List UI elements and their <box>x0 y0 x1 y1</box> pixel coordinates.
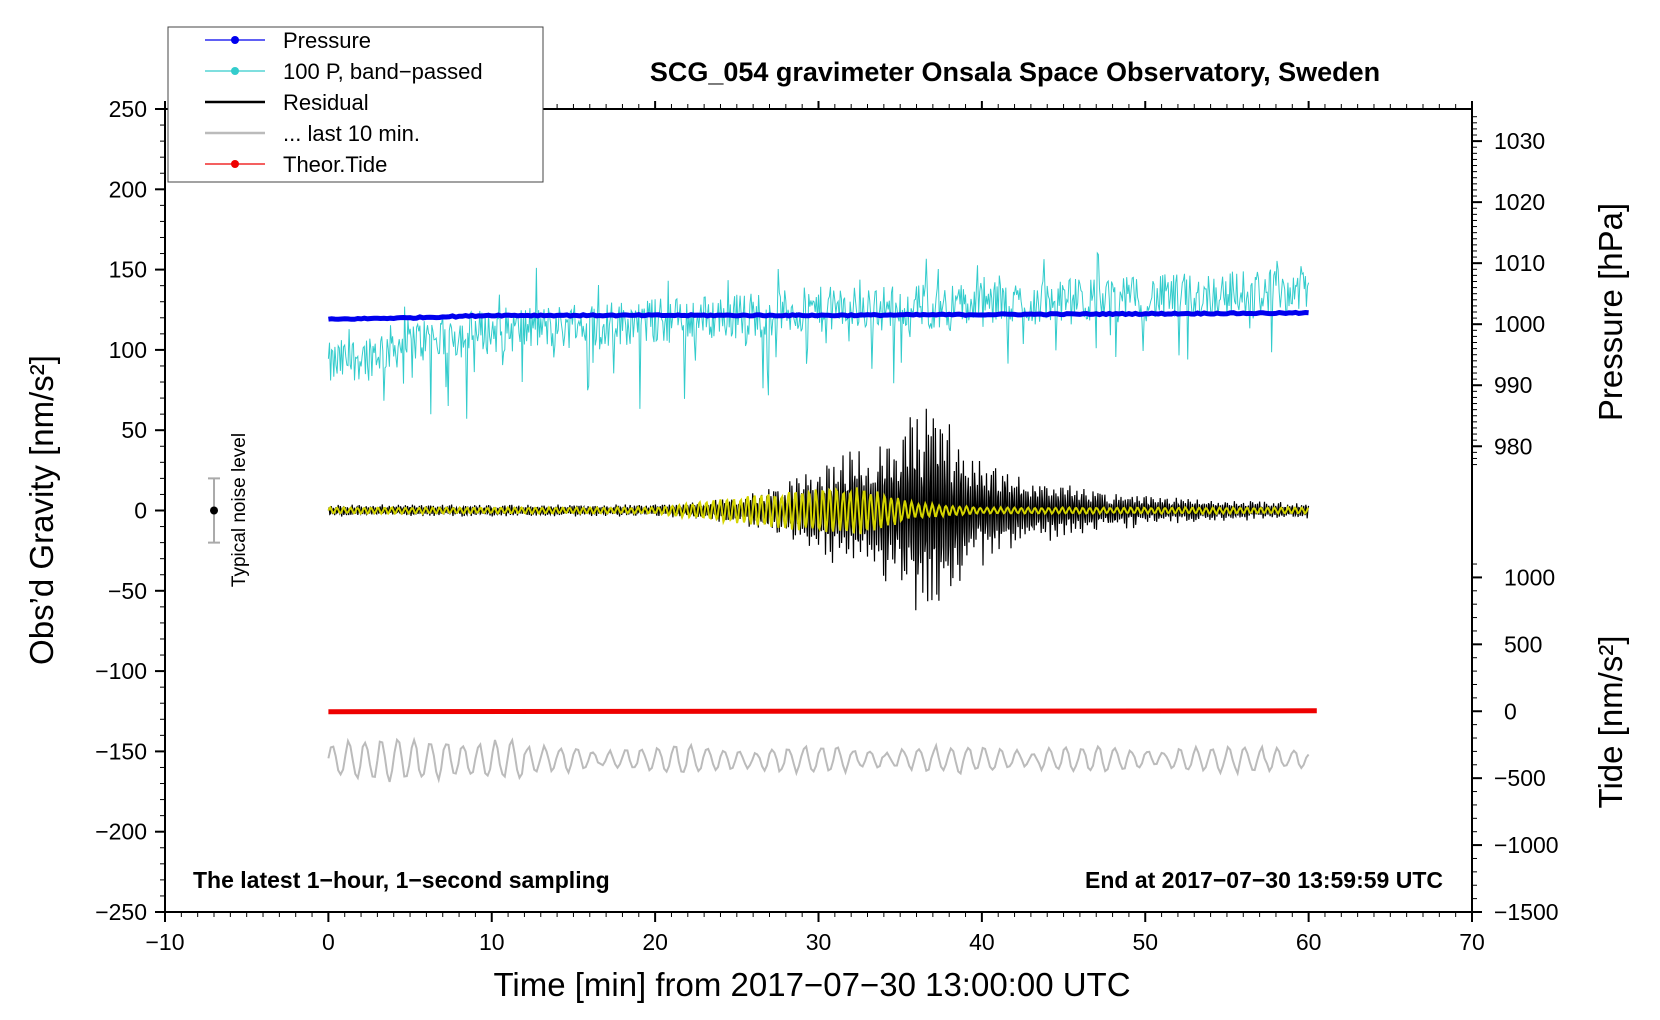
x-tick-label: −10 <box>145 929 184 955</box>
x-tick-label: 0 <box>322 929 335 955</box>
left-tick-label: 0 <box>134 498 147 524</box>
y-axis-label-left: Obs’d Gravity [nm/s²] <box>23 355 60 665</box>
pressure-tick-label: 1000 <box>1494 311 1545 337</box>
left-tick-label: −100 <box>95 658 147 684</box>
left-tick-label: 100 <box>109 337 147 363</box>
tide-axis-ticks: 1000 500 0 −500 −1000 −1500 <box>1472 563 1559 925</box>
legend-swatch-marker <box>231 160 239 168</box>
x-axis-ticks: −10 0 10 20 30 40 50 60 70 <box>145 101 1485 955</box>
left-tick-label: 50 <box>121 417 147 443</box>
left-axis-ticks: 250 200 150 100 50 0 −50 −100 −150 −200 −250 <box>95 96 165 925</box>
series-last-10-min <box>327 736 1310 784</box>
sampling-note: The latest 1−hour, 1−second sampling <box>193 867 610 893</box>
x-tick-label: 10 <box>479 929 505 955</box>
tide-tick-label: −1000 <box>1494 832 1559 858</box>
legend-label: Theor.Tide <box>283 152 387 177</box>
legend-box <box>167 26 544 183</box>
legend-label: Residual <box>283 90 369 115</box>
left-tick-label: 250 <box>109 96 147 122</box>
series-theoretical-tide <box>328 708 1317 715</box>
legend-swatch-marker <box>231 36 239 44</box>
y-axis-label-tide: Tide [nm/s²] <box>1592 636 1629 809</box>
x-tick-label: 40 <box>969 929 995 955</box>
pressure-tick-label: 1020 <box>1494 189 1545 215</box>
tide-tick-label: −1500 <box>1494 899 1559 925</box>
legend-label: ... last 10 min. <box>283 121 420 146</box>
series-residual-filtered <box>327 486 1310 535</box>
tide-tick-label: −500 <box>1494 765 1546 791</box>
legend: Pressure 100 P, band−passed Residual ... la… <box>167 26 544 183</box>
left-tick-label: −150 <box>95 738 147 764</box>
noise-level-label: Typical noise level <box>229 433 250 587</box>
x-tick-label: 60 <box>1296 929 1322 955</box>
left-tick-label: 150 <box>109 257 147 283</box>
series-layer <box>327 251 1317 784</box>
legend-label: Pressure <box>283 28 371 53</box>
series-pressure <box>328 309 1309 322</box>
left-tick-label: 200 <box>109 176 147 202</box>
y-axis-label-pressure: Pressure [hPa] <box>1592 203 1629 421</box>
pressure-tick-label: 990 <box>1494 372 1532 398</box>
noise-bar-center <box>210 506 219 515</box>
left-tick-label: −50 <box>108 578 147 604</box>
pressure-tick-label: 1010 <box>1494 250 1545 276</box>
pressure-axis-ticks: 1030 1020 1010 1000 990 980 <box>1472 116 1545 466</box>
legend-label: 100 P, band−passed <box>283 59 483 84</box>
tide-tick-label: 1000 <box>1504 564 1555 590</box>
pressure-tick-label: 1030 <box>1494 128 1545 154</box>
left-tick-label: −250 <box>95 899 147 925</box>
x-tick-label: 70 <box>1459 929 1485 955</box>
x-tick-label: 50 <box>1132 929 1158 955</box>
left-tick-label: −200 <box>95 819 147 845</box>
x-axis-label: Time [min] from 2017−07−30 13:00:00 UTC <box>493 966 1130 1003</box>
end-time-note: End at 2017−07−30 13:59:59 UTC <box>1085 867 1443 893</box>
tide-tick-label: 0 <box>1504 698 1517 724</box>
x-tick-label: 30 <box>806 929 832 955</box>
chart-title: SCG_054 gravimeter Onsala Space Observat… <box>650 57 1380 87</box>
noise-level-bar <box>208 477 221 544</box>
series-band-passed-pressure <box>327 251 1310 419</box>
x-tick-label: 20 <box>642 929 668 955</box>
tide-tick-label: 500 <box>1504 631 1542 657</box>
pressure-tick-label: 980 <box>1494 433 1532 459</box>
legend-swatch-marker <box>231 67 239 75</box>
